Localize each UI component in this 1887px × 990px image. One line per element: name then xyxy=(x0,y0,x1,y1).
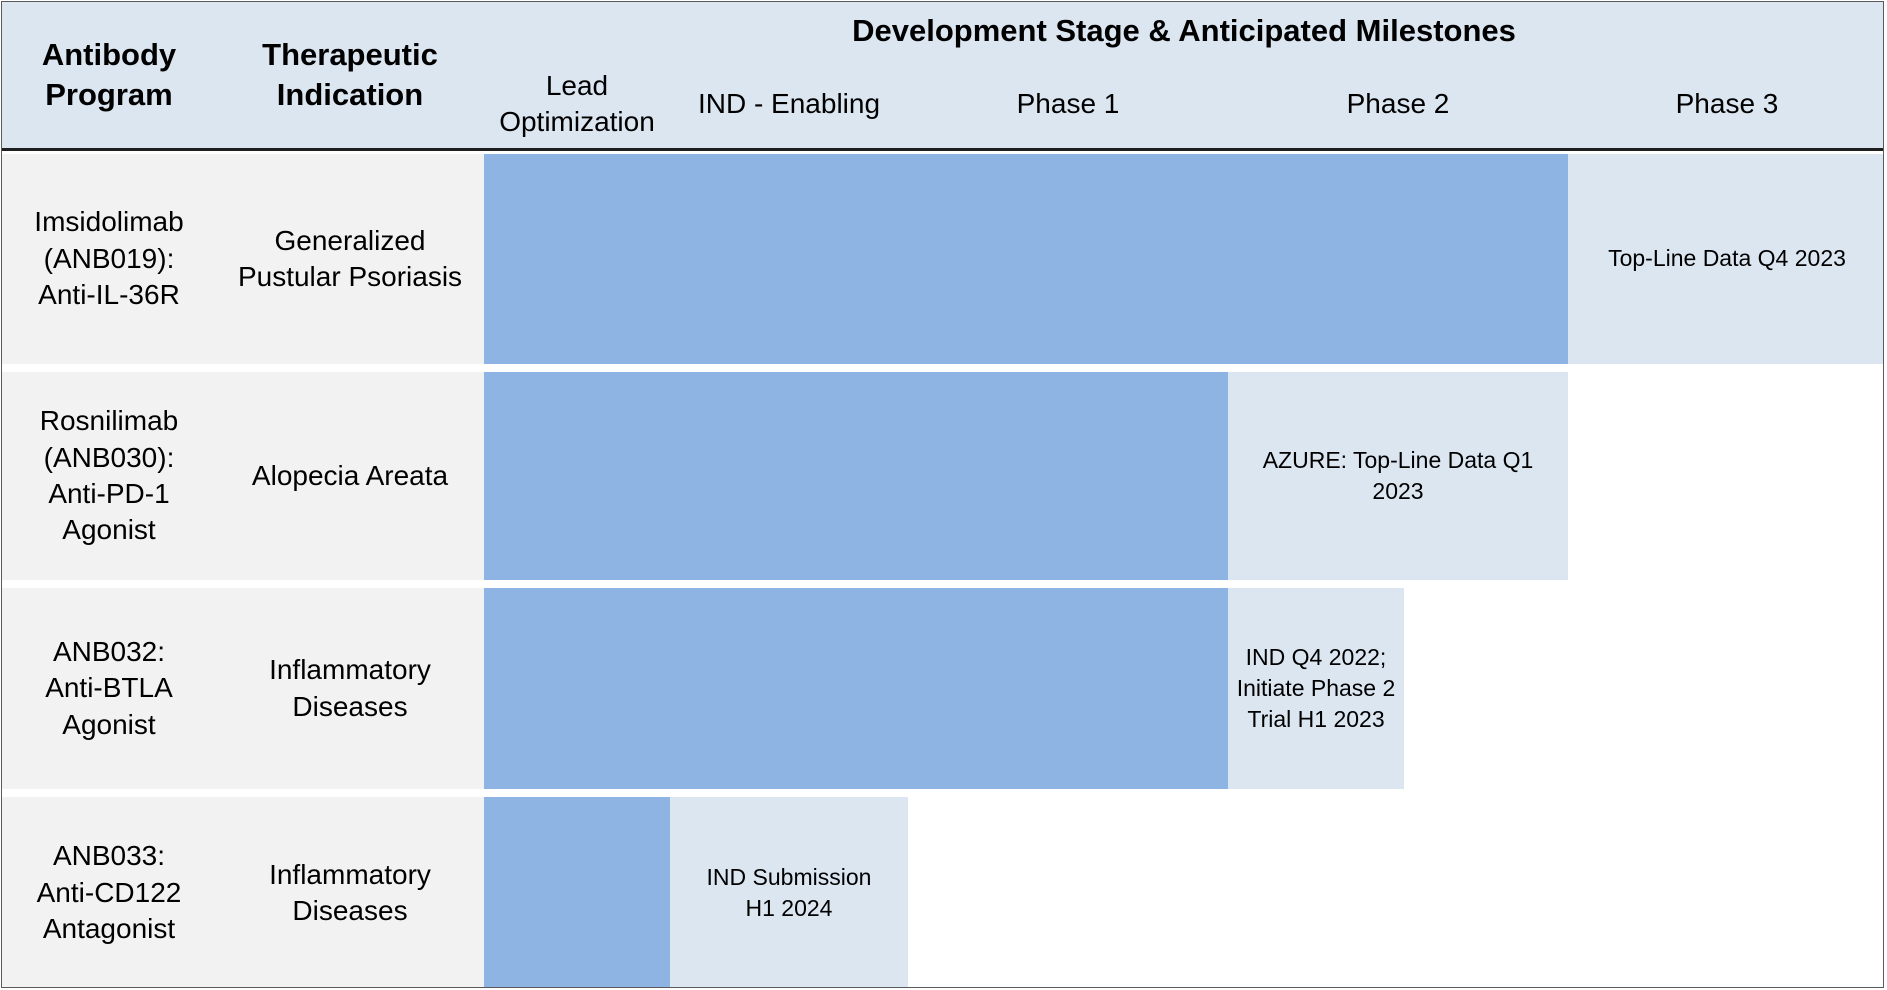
row-divider xyxy=(2,580,1883,588)
indication-name: Alopecia Areata xyxy=(251,459,449,491)
table-header xyxy=(2,2,1883,148)
indication-name: Generalized Pustular Psoriasis xyxy=(237,224,463,292)
milestone-box: Top-Line Data Q4 2023 xyxy=(1568,154,1883,364)
stage-phase-2: Phase 2 xyxy=(1346,87,1450,119)
row-background xyxy=(2,372,484,580)
progress-bar xyxy=(484,588,1228,789)
header-antibody-program: Antibody Program xyxy=(41,36,177,112)
program-name: ANB032: Anti-BTLA Agonist xyxy=(45,635,173,740)
progress-bar xyxy=(484,154,1568,364)
stage-phase-1: Phase 1 xyxy=(1016,87,1120,119)
header-divider xyxy=(2,148,1883,151)
milestone-box: IND Q4 2022; Initiate Phase 2 Trial H1 2… xyxy=(1228,588,1404,789)
row-divider xyxy=(2,789,1883,797)
row-divider xyxy=(2,364,1883,372)
progress-bar xyxy=(484,797,670,987)
stage-lead-optimization: Lead Optimization xyxy=(499,69,655,137)
row-background xyxy=(2,154,484,364)
program-name: ANB033: Anti-CD122 Antagonist xyxy=(36,840,182,945)
program-name: Rosnilimab (ANB030): Anti-PD-1 Agonist xyxy=(39,405,179,546)
indication-name: Inflammatory Diseases xyxy=(269,654,431,722)
stage-phase-3: Phase 3 xyxy=(1675,87,1779,119)
row-background xyxy=(2,797,484,987)
stage-ind-enabling: IND - Enabling xyxy=(697,87,881,119)
header-development-stage-title: Development Stage & Anticipated Mileston… xyxy=(852,12,1516,48)
indication-name: Inflammatory Diseases xyxy=(269,858,431,926)
milestone-box: AZURE: Top-Line Data Q1 2023 xyxy=(1228,372,1568,580)
header-therapeutic-indication: Therapeutic Indication xyxy=(262,36,438,112)
milestone-box: IND Submission H1 2024 xyxy=(670,797,908,987)
progress-bar xyxy=(484,372,1228,580)
program-name: Imsidolimab (ANB019): Anti-IL-36R xyxy=(34,206,184,311)
row-background xyxy=(2,588,484,789)
